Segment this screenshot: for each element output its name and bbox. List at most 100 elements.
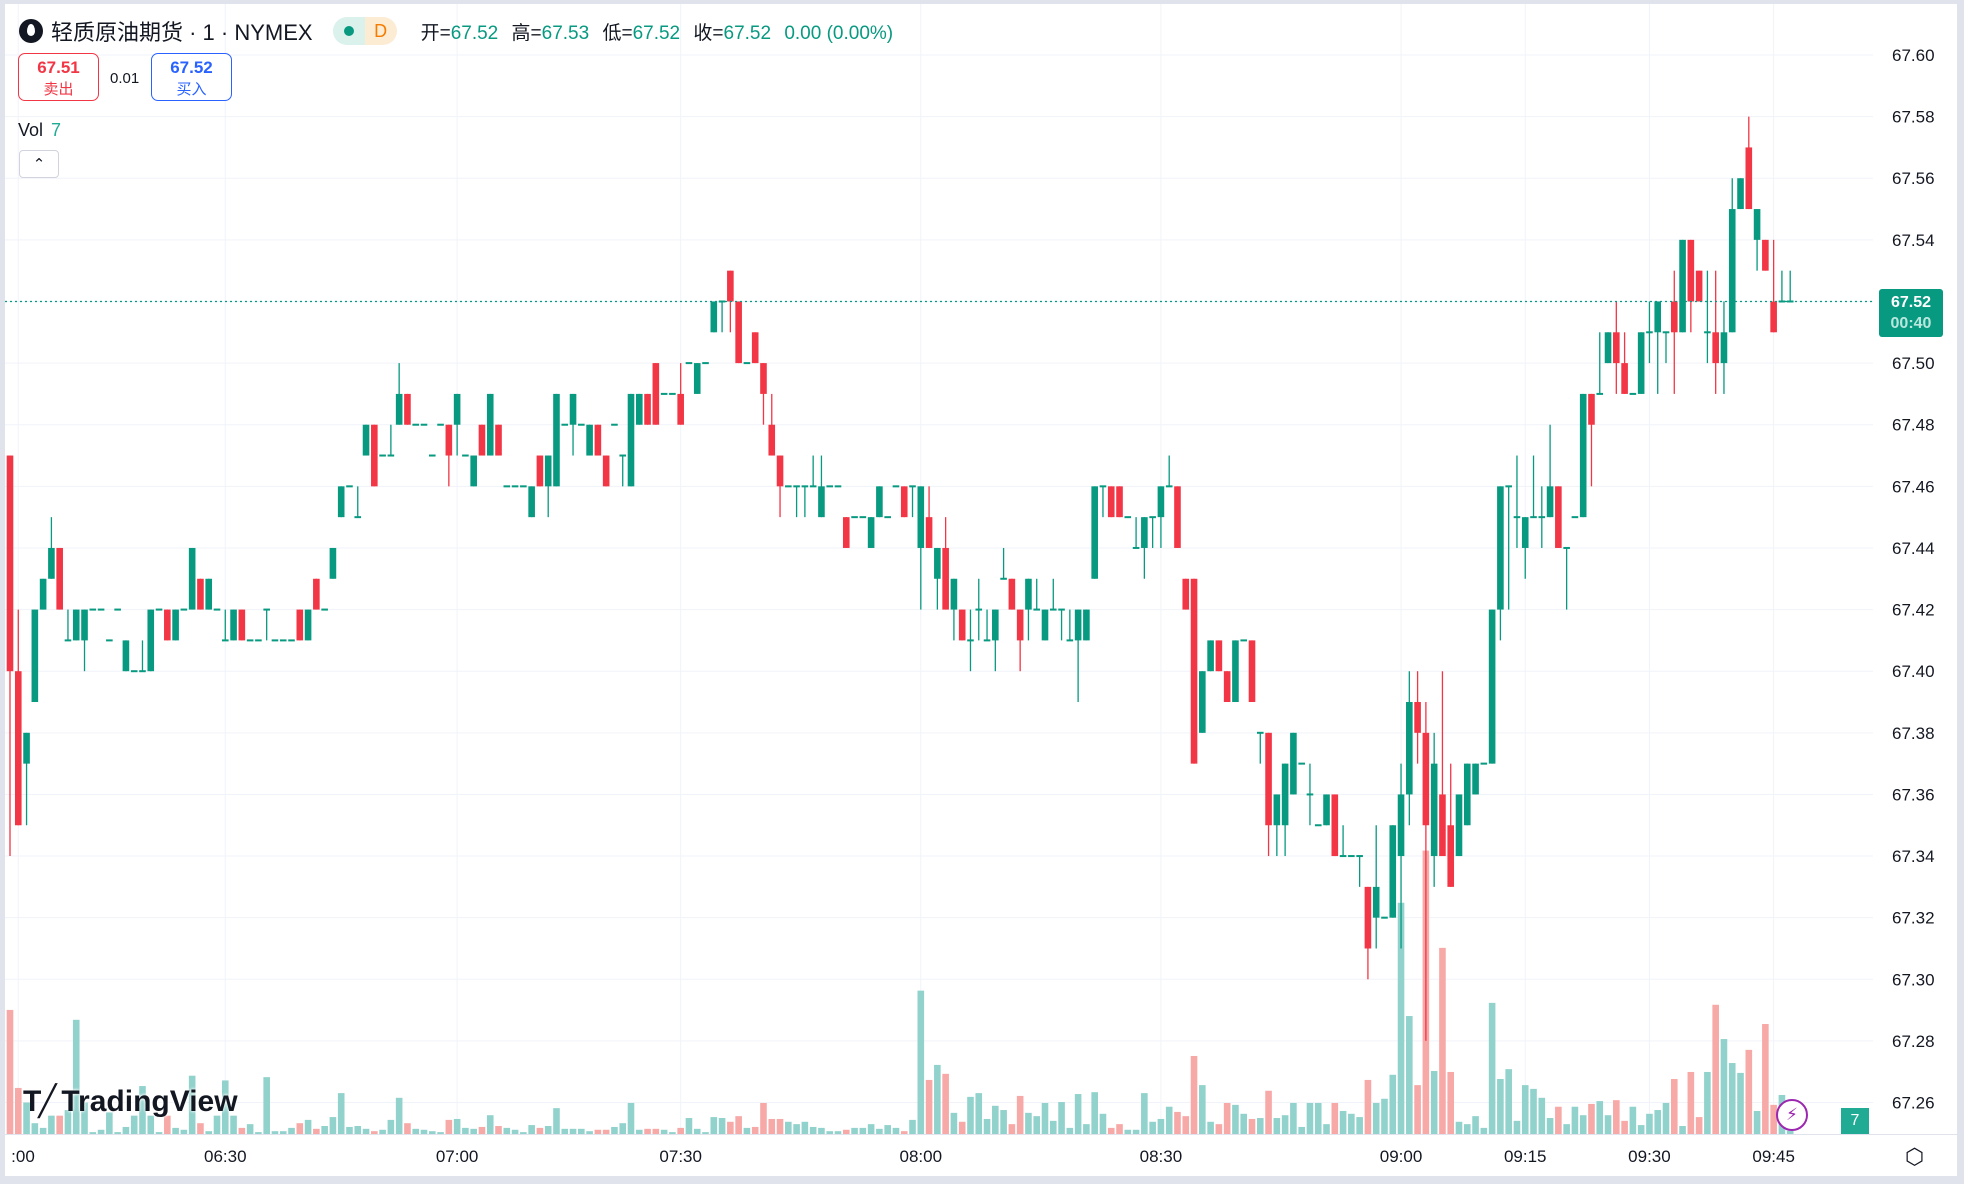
candle-body [1530,516,1537,519]
volume-bar [255,1132,262,1134]
volume-bar [313,1128,320,1134]
candle-body [387,454,395,457]
volume-bar [1364,1079,1372,1134]
volume-bar [1704,1071,1711,1134]
candle-body [172,609,179,641]
candle-body [1455,794,1463,857]
open-label: 开= [420,22,451,44]
volume-bar [412,1128,420,1134]
volume-bar [1323,1124,1330,1134]
volume-bar [934,1064,941,1134]
sell-button[interactable]: 67.51 卖出 [18,53,99,101]
candle-body [520,485,527,488]
candle-body [130,670,138,673]
candle-body [884,516,891,519]
volume-bar [1240,1113,1248,1134]
volume-bar [205,1131,213,1134]
candle-body [544,455,552,487]
sell-price: 67.51 [37,58,80,77]
volume-bar [652,1128,660,1134]
volume-bar [669,1132,676,1134]
candle-body [942,547,949,610]
candle-body [917,486,925,548]
sell-label: 卖出 [43,81,74,98]
volume-bar [1273,1118,1281,1134]
volume-bar [768,1118,776,1134]
market-status-badge[interactable]: D [332,17,397,45]
candle-body [1008,578,1016,610]
candle-body [760,363,767,394]
volume-bar [1182,1116,1190,1134]
candle-body [528,486,535,518]
candle-body [1563,546,1570,549]
candle-body [586,424,593,456]
volume-bar [1083,1124,1090,1134]
price-tick-label: 67.60 [1892,46,1935,65]
candle-body [48,547,55,579]
candle-body [1331,794,1339,857]
candle-body [428,454,436,457]
volume-legend[interactable]: Vol 7 [18,120,61,141]
candle-body [122,640,130,672]
candle-body [660,392,668,395]
candle-body [1497,486,1504,610]
volume-bar [271,1131,279,1134]
volume-bar [81,1102,88,1134]
candlestick-chart[interactable]: 67.60 67.58 67.56 67.54 67.50 67.48 67.46 67.44… [5,4,1957,1176]
candle-body [1306,793,1314,796]
volume-bar [702,1132,709,1134]
candle-body [1356,855,1363,858]
time-tick-label: 06:30 [204,1147,247,1166]
price-tick-label: 67.54 [1892,231,1935,250]
volume-bar [578,1128,585,1134]
volume-bar [1356,1117,1363,1134]
volume-bar [677,1127,684,1134]
candle-body [1116,486,1123,518]
candle-body [313,578,320,610]
volume-bar [462,1127,469,1134]
volume-bar [379,1129,386,1134]
volume-bar [1389,1074,1397,1134]
candle-body [793,485,800,488]
candle-body [1124,516,1132,519]
price-tick-label: 67.58 [1892,108,1935,127]
volume-bar [1679,1126,1686,1134]
symbol-title[interactable]: 轻质原油期货 · 1 · NYMEX [51,20,313,45]
lightning-icon[interactable]: ⚡︎ [1776,1099,1808,1131]
volume-bar [1521,1085,1529,1134]
candle-body [420,423,428,426]
price-tick-label: 67.40 [1892,662,1935,681]
tradingview-logo[interactable]: T╱ TradingView [23,1084,238,1119]
candle-body [1364,886,1372,949]
volume-bar [437,1132,444,1134]
volume-bar [809,1126,817,1134]
volume-bar [1604,1115,1612,1134]
volume-bar [495,1126,502,1134]
candle-body [842,517,850,548]
volume-bars [6,850,1794,1134]
volume-bar [950,1112,958,1134]
candle-body [337,486,345,518]
candle-body [1513,516,1521,519]
candle-body [1662,331,1670,334]
candle-body [246,639,254,642]
volume-bar [1331,1102,1339,1134]
volume-bar [967,1096,974,1134]
candle-body [561,423,569,426]
volume-bar [122,1126,130,1134]
candle-body [230,609,237,641]
collapse-legend-button[interactable]: ⌃ [19,150,59,178]
volume-bar [238,1127,246,1134]
volume-bar [197,1123,204,1134]
volume-bar [892,1127,900,1134]
volume-bar [826,1131,834,1134]
candle-body [1041,609,1049,641]
candle-body [1141,517,1148,548]
candle-body [925,517,933,548]
chart-settings-icon[interactable]: ⬡ [1905,1144,1925,1169]
price-tick-label: 67.44 [1892,539,1935,558]
candle-body [1737,178,1744,210]
candle-body [263,608,270,611]
volume-bar [188,1075,196,1134]
buy-button[interactable]: 67.52 买入 [151,53,232,101]
